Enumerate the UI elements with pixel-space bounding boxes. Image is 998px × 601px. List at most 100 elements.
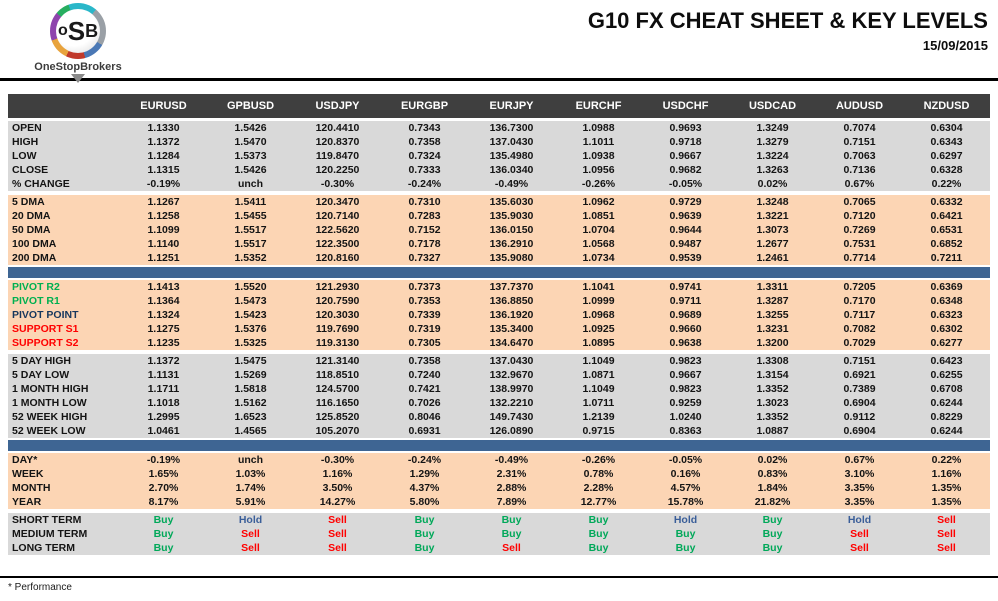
table-cell: 122.3500 [315, 238, 360, 250]
table-cell: 0.7170 [843, 295, 876, 307]
table-cell: 0.9718 [669, 136, 702, 148]
table-cell: Sell [850, 542, 869, 554]
table-cell: 1.3200 [756, 337, 789, 349]
table-cell: 0.7310 [408, 196, 441, 208]
table-cell: 14.27% [319, 496, 356, 508]
table-cell: Buy [501, 528, 522, 540]
table-cell: 0.6904 [843, 397, 876, 409]
table-cell: 0.6708 [930, 383, 963, 395]
table-cell: 138.9970 [489, 383, 534, 395]
table-cell: 1.74% [235, 482, 266, 494]
table-cell: 120.4410 [315, 122, 360, 134]
table-cell: 120.8370 [315, 136, 360, 148]
table-cell: 1.3263 [756, 164, 789, 176]
table-cell: Buy [588, 514, 609, 526]
table-cell: 134.6470 [489, 337, 534, 349]
table-cell: 0.22% [931, 178, 962, 190]
table-row: 1 MONTH LOW 1.1018 1.5162 116.1650 0.7026 132… [8, 396, 990, 410]
table-cell: 1.5473 [234, 295, 267, 307]
table-cell: 120.2250 [315, 164, 360, 176]
table-cell: 1.3352 [756, 383, 789, 395]
table-cell: 0.7531 [843, 238, 876, 250]
table-cell: 119.8470 [315, 150, 360, 162]
table-cell: 1.5352 [234, 252, 267, 264]
table-cell: Sell [328, 542, 347, 554]
table-cell: 3.50% [322, 482, 353, 494]
table-cell: 0.7117 [843, 309, 876, 321]
table-cell: 1.5470 [234, 136, 267, 148]
table-cell: 21.82% [754, 496, 791, 508]
table-cell: Buy [501, 514, 522, 526]
table-cell: Hold [673, 514, 698, 526]
table-cell: 1.5325 [234, 337, 267, 349]
table-cell: 136.1920 [489, 309, 534, 321]
table-cell: 1.1711 [147, 383, 180, 395]
table-cell: 1.1251 [147, 252, 180, 264]
table-cell: 2.70% [148, 482, 179, 494]
table-cell: -0.26% [581, 178, 616, 190]
logo-letter-b: B [85, 21, 99, 41]
table-cell: 1.5818 [234, 383, 267, 395]
table-cell: 1.1364 [147, 295, 180, 307]
table-cell: 0.9823 [669, 383, 702, 395]
table-cell: 0.6852 [930, 238, 963, 250]
row-label: LOW [12, 150, 37, 162]
table-cell: 7.89% [496, 496, 527, 508]
table-cell: Sell [937, 528, 956, 540]
table-cell: 137.7370 [489, 281, 534, 293]
table-cell: 1.0711 [582, 397, 615, 409]
table-cell: 1.16% [931, 468, 962, 480]
table-cell: 0.7358 [408, 355, 441, 367]
table-cell: 1.3249 [756, 122, 789, 134]
table-cell: 1.5373 [234, 150, 267, 162]
column-header: NZDUSD [923, 100, 970, 112]
row-label: DAY* [12, 454, 38, 466]
table-cell: 137.0430 [489, 136, 534, 148]
table-cell: 0.7136 [843, 164, 876, 176]
table-row: 200 DMA 1.1251 1.5352 120.8160 0.7327 135.908… [8, 251, 990, 265]
table-cell: 1.5423 [234, 309, 267, 321]
table-cell: 1.3231 [756, 323, 789, 335]
column-header: USDCAD [748, 100, 797, 112]
table-cell: 0.7389 [843, 383, 876, 395]
table-cell: Buy [153, 528, 174, 540]
table-cell: 121.2930 [315, 281, 360, 293]
table-cell: 1.0871 [582, 369, 615, 381]
table-cell: 0.7339 [408, 309, 441, 321]
table-cell: -0.30% [320, 178, 355, 190]
row-label: 1 MONTH HIGH [12, 383, 89, 395]
table-cell: 1.6523 [234, 411, 267, 423]
column-header: EURJPY [489, 100, 534, 112]
table-row: % CHANGE -0.19% unch -0.30% -0.24% -0.49% -0.2… [8, 177, 990, 191]
table-cell: -0.30% [320, 454, 355, 466]
table-cell: 0.16% [670, 468, 701, 480]
table-cell: 1.1315 [147, 164, 180, 176]
table-cell: 136.2910 [489, 238, 534, 250]
row-label: HIGH [12, 136, 39, 148]
table-cell: 1.1131 [147, 369, 180, 381]
table-cell: 1.1099 [147, 224, 180, 236]
table-row: 52 WEEK LOW 1.0461 1.4565 105.2070 0.6931 126… [8, 424, 990, 438]
table-cell: 120.3030 [315, 309, 360, 321]
table-cell: 1.29% [409, 468, 440, 480]
row-label: CLOSE [12, 164, 49, 176]
table-cell: 136.0150 [489, 224, 534, 236]
table-cell: 136.8850 [489, 295, 534, 307]
row-label: PIVOT POINT [12, 309, 79, 321]
table-cell: 2.31% [496, 468, 527, 480]
table-cell: 0.7205 [843, 281, 876, 293]
table-cell: 121.3140 [315, 355, 360, 367]
table-cell: 132.2210 [489, 397, 534, 409]
table-cell: -0.49% [494, 454, 529, 466]
table-cell: unch [237, 454, 264, 466]
table-cell: 122.5620 [315, 224, 360, 236]
table-cell: 105.2070 [315, 425, 360, 437]
table-cell: 1.3255 [756, 309, 789, 321]
table-cell: Buy [153, 542, 174, 554]
table-row: 20 DMA 1.1258 1.5455 120.7140 0.7283 135.9030… [8, 209, 990, 223]
table-cell: 1.0887 [756, 425, 789, 437]
table-cell: 0.9638 [669, 337, 702, 349]
column-header: USDJPY [315, 100, 360, 112]
table-cell: 0.6332 [930, 196, 963, 208]
table-cell: 8.17% [148, 496, 179, 508]
